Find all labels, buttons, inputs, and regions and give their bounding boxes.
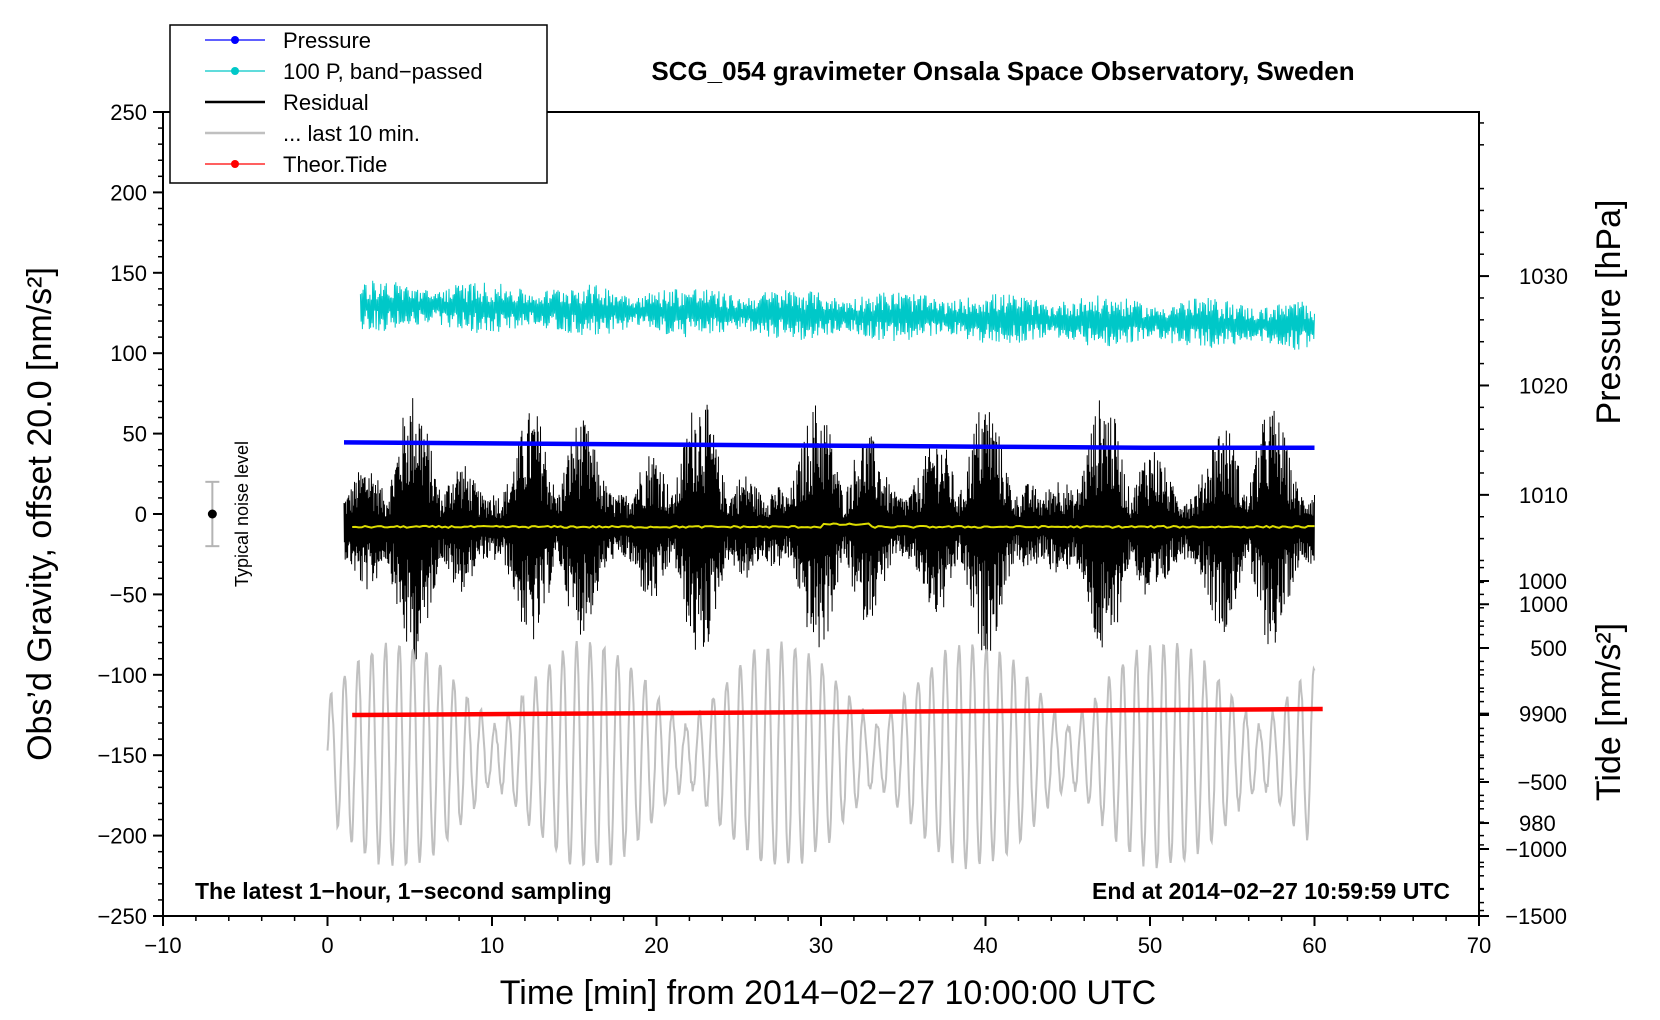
x-axis-label: Time [min] from 2014−02−27 10:00:00 UTC — [500, 974, 1156, 1012]
x-tick-label: 70 — [1467, 933, 1491, 958]
x-tick-label: 10 — [480, 933, 504, 958]
sampling-annotation: The latest 1−hour, 1−second sampling — [195, 878, 612, 904]
y-tick-label: −250 — [97, 904, 147, 929]
x-tick-label: 20 — [644, 933, 668, 958]
y-axis-label: Obs’d Gravity, offset 20.0 [nm/s²] — [21, 267, 59, 761]
y-tick-label: 0 — [135, 502, 147, 527]
legend-label: ... last 10 min. — [283, 121, 420, 146]
legend-label: Residual — [283, 90, 369, 115]
residual-mean-line — [352, 522, 1315, 529]
y-tick-label: 200 — [110, 180, 147, 205]
legend-marker — [231, 67, 239, 75]
x-tick-label: −10 — [144, 933, 181, 958]
tide-tick-label: 1000 — [1518, 569, 1567, 594]
legend-label: 100 P, band−passed — [283, 59, 483, 84]
noise-level-label: Typical noise level — [232, 441, 252, 587]
tide-axis-label: Tide [nm/s²] — [1590, 623, 1628, 801]
pressure-axis-label: Pressure [hPa] — [1590, 200, 1628, 425]
tide-tick-label: −1500 — [1505, 904, 1567, 929]
last-10-min-line — [326, 640, 1316, 870]
pressure-axis-ticks: 1030 1020 1010 1000 990 980 — [1479, 122, 1568, 912]
noise-level-indicator — [205, 480, 220, 548]
legend-marker — [231, 36, 239, 44]
pressure-bandpassed-series — [359, 280, 1315, 350]
y-tick-label: −150 — [97, 743, 147, 768]
pressure-tick-label: 1030 — [1519, 264, 1568, 289]
pressure-tick-label: 1020 — [1519, 373, 1568, 398]
y-tick-label: 100 — [110, 341, 147, 366]
noise-center-dot — [207, 509, 217, 519]
tide-tick-label: −500 — [1517, 770, 1567, 795]
tide-tick-label: 500 — [1530, 636, 1567, 661]
x-tick-label: 50 — [1138, 933, 1162, 958]
tide-axis-ticks: 1000 500 0 −500 −1000 −1500 — [1479, 566, 1567, 929]
end-time-annotation: End at 2014−02−27 10:59:59 UTC — [1092, 878, 1450, 904]
pressure-tick-label: 980 — [1519, 811, 1556, 836]
pressure-bandpassed-line — [359, 280, 1315, 350]
y-tick-label: 150 — [110, 261, 147, 286]
pressure-tick-label: 990 — [1519, 702, 1556, 727]
y-tick-label: −200 — [97, 824, 147, 849]
y-tick-label: 250 — [110, 100, 147, 125]
y-tick-label: −100 — [97, 663, 147, 688]
x-tick-label: 40 — [973, 933, 997, 958]
residual-mean-path — [352, 522, 1315, 529]
x-tick-label: 60 — [1302, 933, 1326, 958]
legend-label: Theor.Tide — [283, 152, 387, 177]
pressure-tick-label: 1010 — [1519, 483, 1568, 508]
theoretical-tide-series — [352, 706, 1323, 718]
legend: Pressure 100 P, band−passed Residual ... la… — [169, 24, 548, 184]
residual-series — [343, 398, 1315, 662]
legend-label: Pressure — [283, 28, 371, 53]
y-tick-label: −50 — [110, 582, 147, 607]
y-tick-label: 50 — [123, 422, 147, 447]
tide-tick-label: 0 — [1555, 703, 1567, 728]
legend-box — [169, 24, 548, 184]
x-axis-ticks: −10 0 10 20 30 40 50 60 70 — [144, 916, 1491, 958]
residual-line — [343, 398, 1315, 662]
x-tick-label: 0 — [321, 933, 333, 958]
pressure-tick-label: 1000 — [1519, 592, 1568, 617]
x-tick-label: 30 — [809, 933, 833, 958]
legend-marker — [231, 160, 239, 168]
theoretical-tide-line — [352, 706, 1323, 718]
last-10-min-series — [326, 640, 1316, 870]
pressure-series — [343, 440, 1315, 451]
tide-tick-label: −1000 — [1505, 837, 1567, 862]
chart-title: SCG_054 gravimeter Onsala Space Observat… — [651, 56, 1354, 86]
y-axis-ticks: 250 200 150 100 50 0 −50 −100 −150 −200 −250 — [97, 100, 163, 929]
pressure-line — [343, 440, 1315, 451]
